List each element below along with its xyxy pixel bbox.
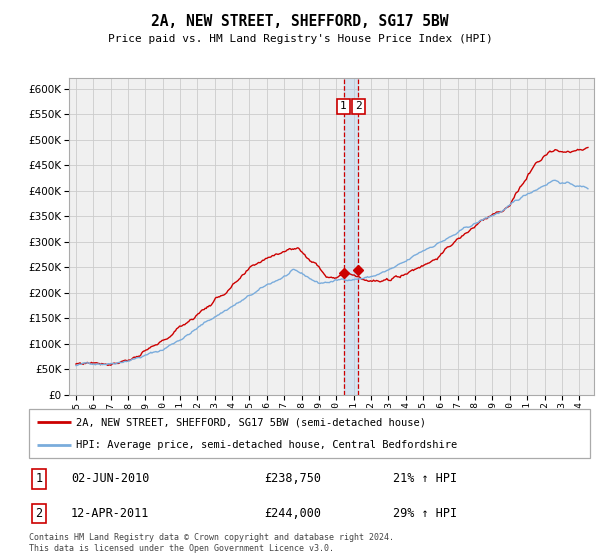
Text: Price paid vs. HM Land Registry's House Price Index (HPI): Price paid vs. HM Land Registry's House … <box>107 34 493 44</box>
Text: Contains HM Land Registry data © Crown copyright and database right 2024.
This d: Contains HM Land Registry data © Crown c… <box>29 533 394 553</box>
Text: 2: 2 <box>35 507 43 520</box>
Text: £244,000: £244,000 <box>265 507 322 520</box>
Bar <box>344 78 358 395</box>
Text: 2: 2 <box>355 101 362 111</box>
Text: 1: 1 <box>340 101 347 111</box>
FancyBboxPatch shape <box>29 409 590 458</box>
Text: 02-JUN-2010: 02-JUN-2010 <box>71 473 149 486</box>
Text: 21% ↑ HPI: 21% ↑ HPI <box>394 473 458 486</box>
Text: 2A, NEW STREET, SHEFFORD, SG17 5BW (semi-detached house): 2A, NEW STREET, SHEFFORD, SG17 5BW (semi… <box>76 417 427 427</box>
Text: 12-APR-2011: 12-APR-2011 <box>71 507 149 520</box>
Text: £238,750: £238,750 <box>265 473 322 486</box>
Text: HPI: Average price, semi-detached house, Central Bedfordshire: HPI: Average price, semi-detached house,… <box>76 440 458 450</box>
Text: 1: 1 <box>35 473 43 486</box>
Text: 29% ↑ HPI: 29% ↑ HPI <box>394 507 458 520</box>
Text: 2A, NEW STREET, SHEFFORD, SG17 5BW: 2A, NEW STREET, SHEFFORD, SG17 5BW <box>151 14 449 29</box>
